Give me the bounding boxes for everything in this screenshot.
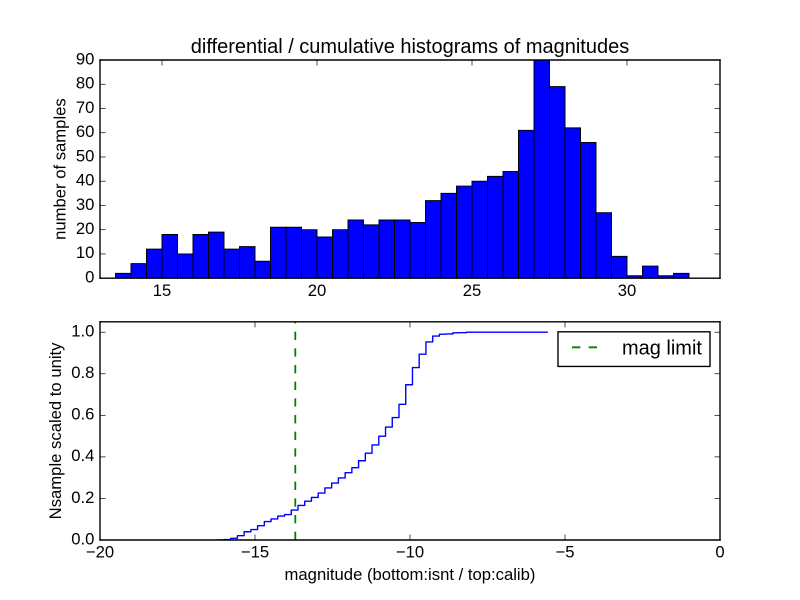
svg-text:70: 70 [76, 98, 95, 117]
svg-text:0.6: 0.6 [71, 405, 94, 424]
svg-text:−10: −10 [396, 543, 424, 562]
svg-text:0.0: 0.0 [71, 529, 94, 548]
svg-text:−15: −15 [241, 543, 269, 562]
svg-text:1.0: 1.0 [71, 322, 94, 341]
svg-text:20: 20 [76, 219, 95, 238]
svg-text:0: 0 [715, 543, 724, 562]
svg-text:Nsample scaled to unity: Nsample scaled to unity [46, 342, 65, 519]
svg-text:−5: −5 [555, 543, 574, 562]
svg-text:0.4: 0.4 [71, 446, 94, 465]
svg-text:20: 20 [308, 281, 327, 300]
svg-text:40: 40 [76, 171, 95, 190]
svg-text:magnitude (bottom:isnt / top:c: magnitude (bottom:isnt / top:calib) [285, 565, 536, 584]
svg-text:30: 30 [76, 195, 95, 214]
svg-text:60: 60 [76, 122, 95, 141]
svg-text:differential / cumulative hist: differential / cumulative histograms of … [191, 36, 629, 58]
svg-text:10: 10 [76, 243, 95, 262]
svg-text:0.8: 0.8 [71, 363, 94, 382]
svg-text:90: 90 [76, 49, 95, 68]
svg-text:25: 25 [463, 281, 482, 300]
svg-text:15: 15 [153, 281, 172, 300]
svg-text:mag limit: mag limit [622, 337, 702, 359]
svg-text:30: 30 [618, 281, 637, 300]
svg-text:number of samples: number of samples [51, 98, 70, 240]
svg-text:0: 0 [85, 267, 94, 286]
svg-text:50: 50 [76, 146, 95, 165]
svg-text:0.2: 0.2 [71, 488, 94, 507]
svg-text:80: 80 [76, 74, 95, 93]
